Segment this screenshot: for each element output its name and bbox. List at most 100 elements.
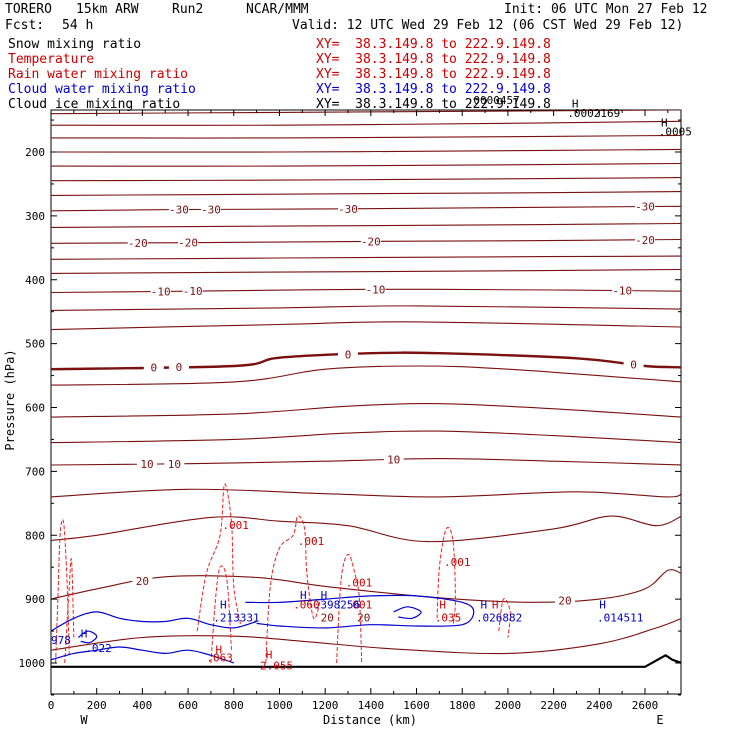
- isotherm-label-22-1: 20: [558, 595, 571, 608]
- isotherm-label-7-2: -30: [338, 203, 358, 216]
- rain-contour-7: [498, 597, 511, 638]
- y-tick-label-4: 600: [25, 402, 45, 415]
- value-label-19: .213331: [213, 611, 259, 624]
- isotherm-17: [51, 403, 681, 418]
- isotherm-label-bg-9-2: [360, 235, 381, 248]
- isotherm-label-19-1: 10: [168, 458, 181, 471]
- cloud-water-contour-1: [51, 646, 234, 664]
- x-tick-label-3: 600: [178, 699, 198, 712]
- value-label-29: H: [81, 627, 88, 640]
- value-label-26: .014511: [597, 611, 643, 624]
- value-label-13: H: [266, 649, 273, 662]
- legend-cloud-ice-xy: XY= 38.3.149.8 to 222.9.149.8: [316, 97, 551, 112]
- value-label-27: .022: [85, 642, 112, 655]
- isotherm-label-bg-19-0: [136, 458, 157, 471]
- isotherm-label-bg-12-3: [612, 284, 633, 297]
- isotherm-label-bg-7-0: [168, 203, 189, 216]
- isotherm-label-9-3: -20: [635, 234, 655, 247]
- value-label-25: H: [599, 599, 606, 612]
- value-label-6: .001: [298, 535, 325, 548]
- y-tick-label-7: 900: [25, 593, 45, 606]
- legend-rain: Rain water mixing ratio: [8, 67, 189, 82]
- value-label-3: H: [572, 97, 579, 110]
- isotherm-label-7-3: -30: [635, 201, 655, 214]
- isotherm-layer: -30 -30 -30 -30 -20 -20 -20 -20 -10 -10 -10 -10 0 0 0 0…: [51, 110, 681, 655]
- isotherm-label-12-2: -10: [365, 283, 385, 296]
- east-label: E: [656, 713, 663, 727]
- x-tick-label-12: 2400: [586, 699, 613, 712]
- value-label-1: .0002169: [567, 107, 620, 120]
- x-axis: 0 200 400 600 800 1000 1200 1400 1600 1800 2000 220…: [48, 110, 669, 712]
- isotherm-7: [51, 205, 681, 212]
- isotherm-14: [51, 321, 681, 331]
- isotherm-3: [51, 148, 681, 153]
- value-label-12: .063: [206, 652, 233, 665]
- value-label-21: H: [321, 589, 328, 602]
- cloud-water-contour-layer: [51, 594, 475, 664]
- isotherm-label-15-3: 0: [630, 359, 637, 372]
- isotherm-2: [51, 134, 681, 139]
- value-label-2: .0005: [659, 125, 692, 138]
- legend-cloud-ice: Cloud ice mixing ratio: [8, 97, 181, 112]
- isotherm-8: [51, 222, 681, 228]
- isotherm-1: [51, 120, 681, 126]
- isotherm-20: [51, 488, 681, 498]
- isotherm-label-bg-22-0: [132, 574, 153, 587]
- y-tick-label-5: 700: [25, 465, 45, 478]
- isotherm-label-7-1: -30: [201, 203, 221, 216]
- terrain-line: [51, 654, 681, 668]
- isotherm-6: [51, 191, 681, 196]
- isotherm-label-bg-7-2: [338, 202, 358, 215]
- isotherm-0: [51, 110, 681, 115]
- legend-rain-xy: XY= 38.3.149.8 to 222.9.149.8: [316, 67, 551, 82]
- y-tick-label-1: 300: [25, 210, 45, 223]
- run-label: Run2: [172, 2, 204, 17]
- plot-frame: [50, 109, 682, 695]
- forecast-label: Fcst:: [5, 18, 45, 33]
- isotherm-label-19-0: 10: [140, 458, 153, 471]
- isotherm-label-bg-9-0: [127, 236, 148, 249]
- cloud-water-contour-0: [51, 611, 257, 632]
- value-label-28: 978: [51, 634, 71, 647]
- cloud-water-contour-3: [78, 630, 98, 644]
- isotherm-label-bg-19-1: [164, 457, 185, 470]
- cloud-water-contour-4: [393, 606, 422, 620]
- isotherm-label-bg-12-2: [365, 283, 386, 296]
- rain-contour-6: [436, 526, 456, 625]
- isotherm-label-bg-15-1: [168, 360, 189, 373]
- isotherm-21: [51, 515, 681, 543]
- legend-cloud-water-xy: XY= 38.3.149.8 to 222.9.149.8: [316, 82, 551, 97]
- west-label: W: [80, 713, 88, 727]
- value-label-7: .001: [346, 576, 373, 589]
- x-tick-label-0: 0: [48, 699, 55, 712]
- isotherm-23: [51, 617, 681, 655]
- value-label-20: H: [300, 589, 307, 602]
- value-label-layer: .0000457.0002169.0005HH.001.001.001.001.…: [51, 94, 692, 672]
- value-label-4: H: [661, 116, 668, 129]
- x-tick-label-7: 1400: [358, 699, 385, 712]
- isotherm-label-12-0: -10: [151, 286, 171, 299]
- isotherm-label-bg-9-1: [178, 236, 199, 249]
- isotherm-16: [51, 365, 681, 386]
- isotherm-label-bg-12-0: [150, 285, 171, 298]
- model-name: TORERO: [5, 2, 52, 17]
- legend-snow: Snow mixing ratio: [8, 37, 142, 52]
- cloud-water-contour-2: [245, 594, 475, 629]
- x-tick-label-4: 800: [224, 699, 244, 712]
- forecast-hour: 54 h: [62, 18, 94, 33]
- isotherm-label-9-2: -20: [361, 235, 381, 248]
- x-tick-label-5: 1000: [266, 699, 293, 712]
- isotherm-label-15-1: 0: [176, 361, 183, 374]
- isotherm-label-9-0: -20: [128, 237, 148, 250]
- legend-temperature-xy: XY= 38.3.149.8 to 222.9.149.8: [316, 52, 551, 67]
- legend-cloud-water: Cloud water mixing ratio: [8, 82, 196, 97]
- value-label-17: H: [492, 599, 499, 612]
- isotherm-label-bg-12-1: [182, 285, 203, 298]
- value-label-15: H: [439, 599, 446, 612]
- isotherm-label-12-1: -10: [183, 285, 203, 298]
- org-label: NCAR/MMM: [246, 2, 309, 17]
- x-tick-label-13: 2600: [632, 699, 659, 712]
- isotherm-label-bg-15-2: [338, 348, 358, 361]
- isotherm-label-12-3: -10: [612, 285, 632, 298]
